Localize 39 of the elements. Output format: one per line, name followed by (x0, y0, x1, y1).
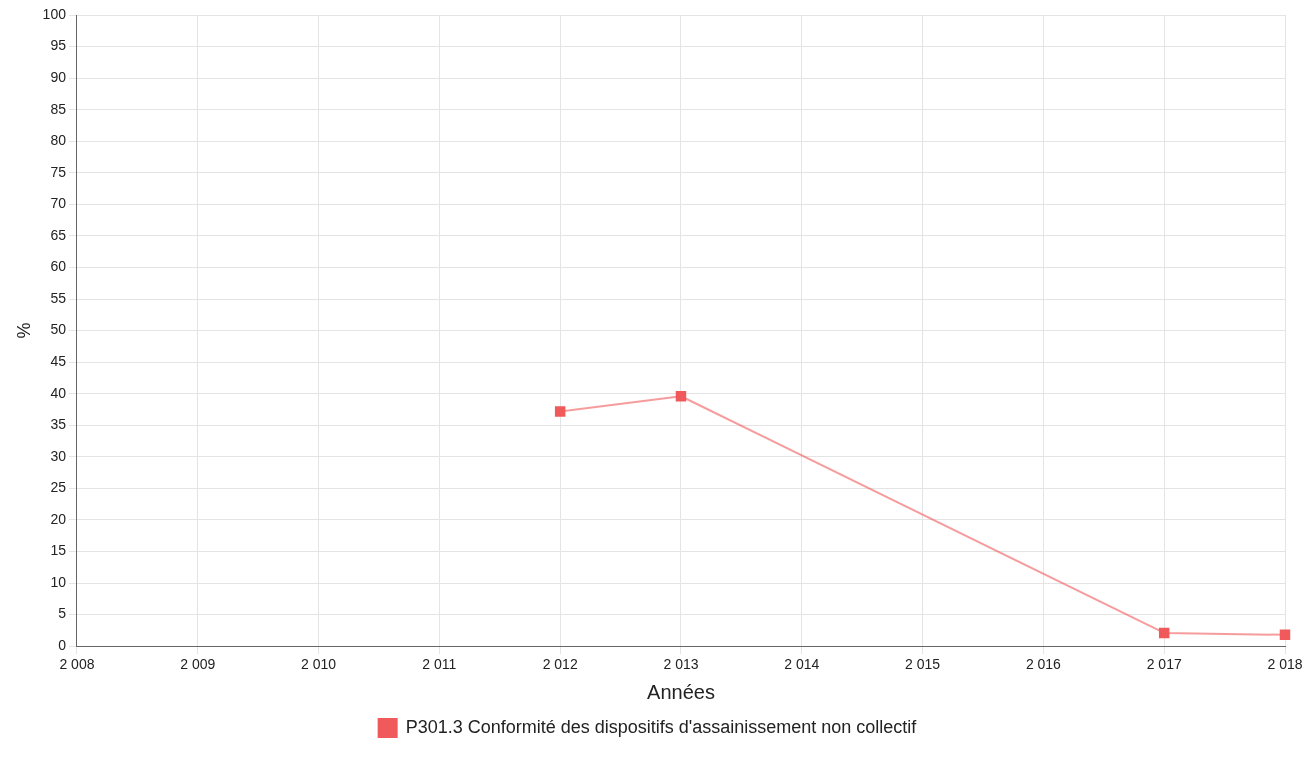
point (1279, 629, 1291, 641)
x-tick-label: 2 018 (1267, 656, 1303, 673)
y-tick-label: 5 (58, 605, 67, 622)
y-axis-title: % (13, 322, 34, 339)
y-tick-label: 10 (50, 573, 67, 590)
y-tick-label: 60 (50, 258, 67, 275)
y-tick-label: 95 (50, 37, 67, 54)
x-tick-label: 2 017 (1146, 656, 1182, 673)
y-tick-label: 90 (50, 68, 67, 85)
y-tick-label: 85 (50, 100, 67, 117)
y-tick-label: 75 (50, 163, 67, 180)
x-tick-label: 2 008 (59, 656, 95, 673)
x-tick-label: 2 010 (301, 656, 337, 673)
legend-label: P301.3 Conformité des dispositifs d'assainissement non collectif (405, 716, 918, 737)
y-tick-label: 20 (50, 510, 67, 527)
point (554, 406, 566, 417)
y-tick-label: 100 (42, 5, 67, 22)
x-axis-title: Années (647, 680, 715, 703)
point (675, 391, 687, 402)
y-tick-label: 80 (50, 132, 67, 149)
y-tick-label: 70 (50, 195, 67, 212)
y-tick-label: 0 (58, 637, 67, 654)
x-tick-label: 2 009 (180, 656, 216, 673)
point (1158, 627, 1170, 639)
y-tick-label: 35 (50, 416, 67, 433)
y-tick-label: 30 (50, 447, 67, 464)
y-tick-label: 40 (50, 384, 67, 401)
x-tick-label: 2 014 (784, 656, 820, 673)
y-tick-label: 65 (50, 226, 67, 243)
y-tick-label: 15 (50, 542, 67, 559)
y-tick-label: 25 (50, 479, 67, 496)
x-tick-label: 2 011 (422, 656, 457, 673)
y-tick-label: 55 (50, 289, 67, 306)
x-tick-label: 2 016 (1025, 656, 1062, 673)
y-tick-label: 45 (50, 353, 67, 370)
y-tick-label: 50 (50, 321, 67, 338)
x-tick-label: 2 012 (542, 656, 578, 673)
x-tick-label: 2 015 (905, 656, 941, 673)
x-tick-label: 2 013 (663, 656, 699, 673)
